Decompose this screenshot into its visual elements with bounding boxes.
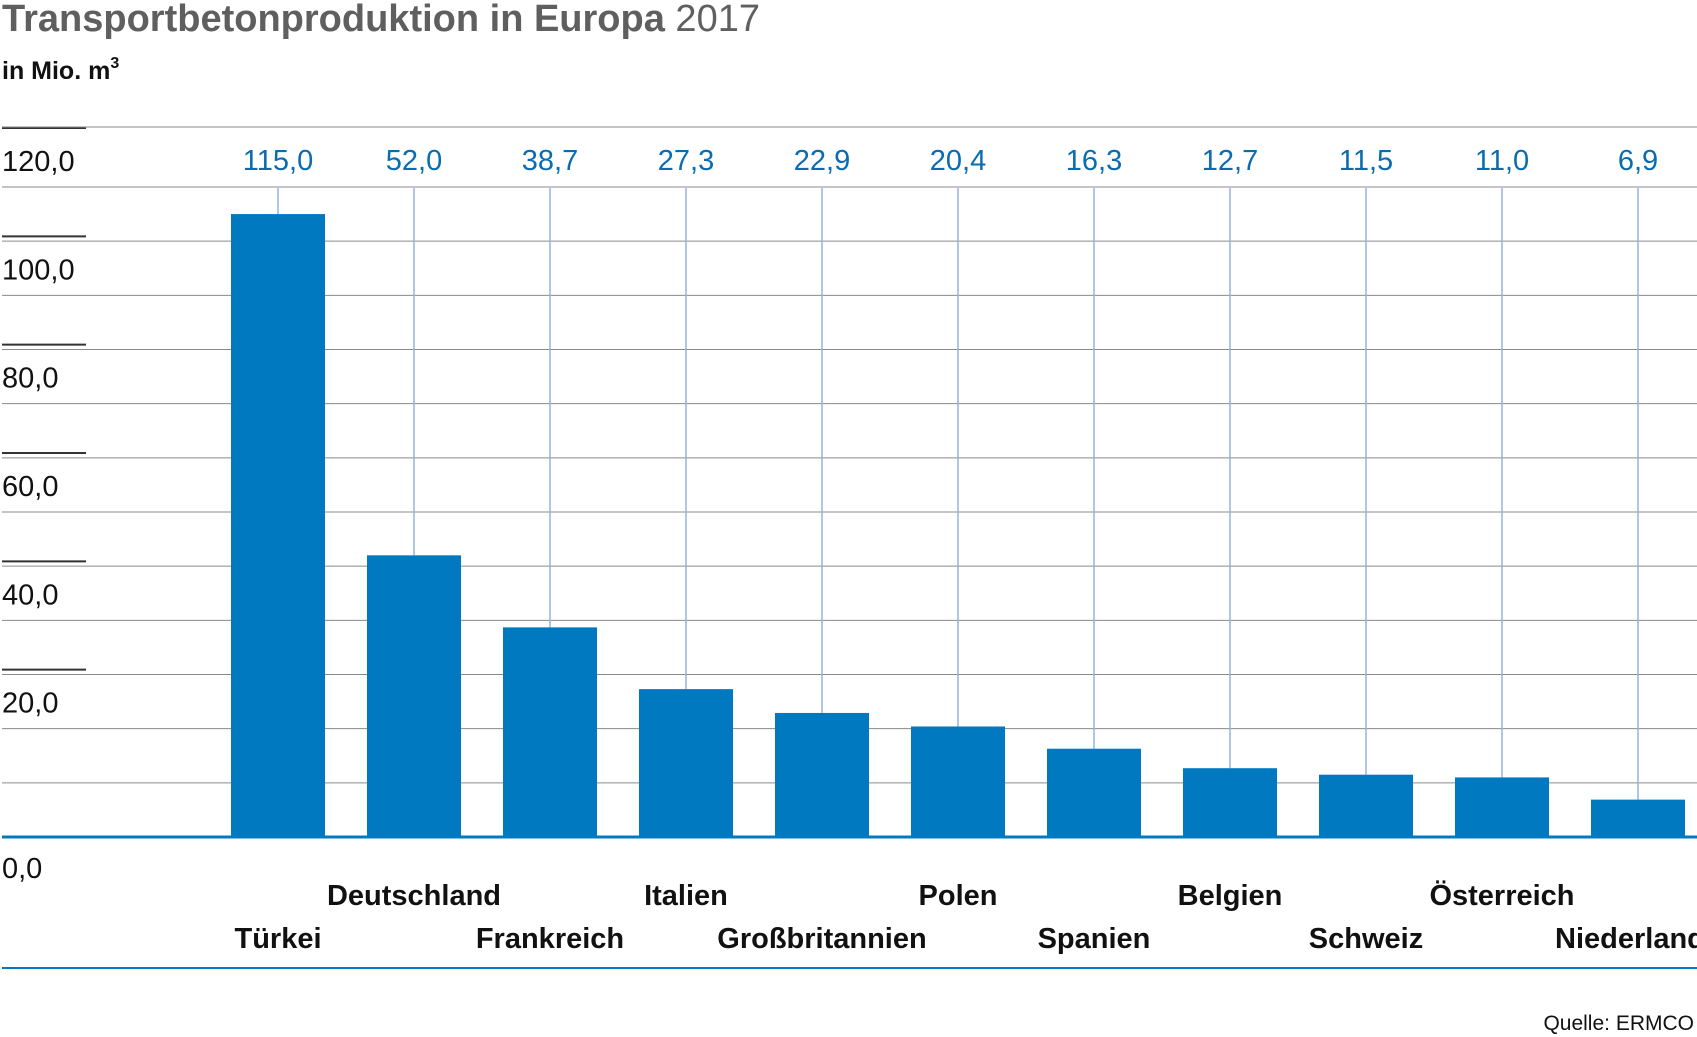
- chart-subtitle-superscript: 3: [110, 55, 119, 72]
- bar-value-label: 16,3: [1066, 145, 1122, 177]
- bar-value-label: 20,4: [930, 145, 986, 177]
- y-tick-label: 60,0: [2, 471, 58, 503]
- bar: [1591, 799, 1685, 837]
- y-tick-label: 80,0: [2, 363, 58, 395]
- chart-title: Transportbetonproduktion in Europa 2017: [2, 0, 760, 40]
- bar-value-label: 27,3: [658, 145, 714, 177]
- bar-value-label: 38,7: [522, 145, 578, 177]
- chart-subtitle: in Mio. m3: [2, 55, 119, 85]
- y-tick-label: 20,0: [2, 688, 58, 720]
- bar-value-label: 6,9: [1618, 145, 1658, 177]
- bar: [1183, 768, 1277, 837]
- bar-layer: [231, 214, 1685, 838]
- category-label: Türkei: [234, 923, 321, 955]
- y-tick-label: 120,0: [2, 146, 75, 178]
- bar: [1455, 777, 1549, 837]
- category-label: Österreich: [1429, 879, 1574, 912]
- category-label: Großbritannien: [717, 923, 926, 955]
- category-label: Spanien: [1038, 923, 1151, 955]
- bar: [1047, 748, 1141, 837]
- category-label: Italien: [644, 880, 728, 912]
- source-note: Quelle: ERMCO: [1543, 1012, 1694, 1035]
- category-label: Polen: [919, 880, 998, 912]
- category-label: Frankreich: [476, 923, 624, 955]
- bar: [1319, 774, 1413, 837]
- bar: [367, 555, 461, 837]
- category-label: Deutschland: [327, 880, 501, 912]
- chart-title-year: 2017: [665, 0, 760, 40]
- bar: [231, 214, 325, 838]
- bar-value-label: 52,0: [386, 145, 442, 177]
- category-label: Niederlande: [1555, 923, 1697, 955]
- bar-value-label: 12,7: [1202, 145, 1258, 177]
- category-label: Belgien: [1178, 880, 1283, 912]
- guide-layer: [277, 188, 1639, 800]
- y-tick-label: 40,0: [2, 579, 58, 611]
- bar-value-label: 22,9: [794, 145, 850, 177]
- y-tick-label: 100,0: [2, 254, 75, 286]
- label-layer: 0,0 20,0 40,0 60,0 80,0 100,0 120,0 115,0 Türkei…: [2, 145, 1697, 955]
- bar-value-label: 115,0: [243, 145, 313, 177]
- bar-value-label: 11,0: [1475, 145, 1529, 177]
- bar: [775, 712, 869, 837]
- bar: [503, 627, 597, 837]
- bar: [911, 726, 1005, 837]
- chart-title-main: Transportbetonproduktion in Europa: [2, 0, 666, 40]
- category-label: Schweiz: [1309, 923, 1423, 955]
- y-tick-label: 0,0: [2, 853, 42, 885]
- bar-value-label: 11,5: [1339, 145, 1393, 177]
- bar: [639, 689, 733, 837]
- chart-subtitle-unit: in Mio. m: [2, 57, 110, 85]
